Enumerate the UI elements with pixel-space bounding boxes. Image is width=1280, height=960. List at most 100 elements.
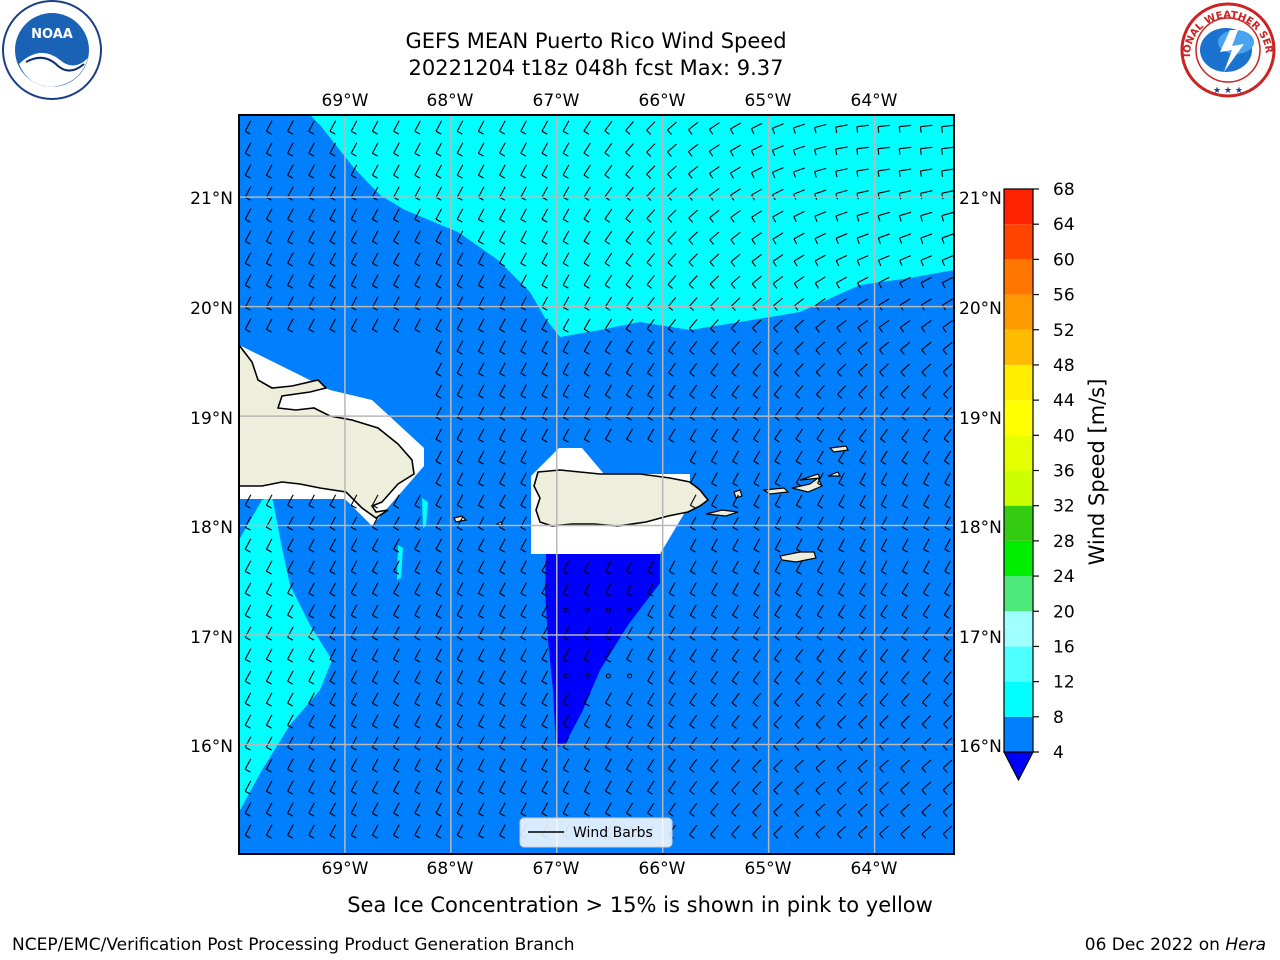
- colorbar-band: [1004, 505, 1033, 541]
- wind-barb: [520, 560, 527, 575]
- wind-barb: [477, 736, 485, 751]
- wind-barb: [731, 341, 740, 355]
- wind-barb: [605, 560, 612, 575]
- wind-barb: [646, 231, 656, 245]
- wind-barb: [456, 208, 464, 223]
- wind-barb: [689, 472, 697, 487]
- wind-barb: [646, 209, 656, 223]
- wind-barb: [583, 692, 591, 707]
- wind-barb: [435, 252, 443, 267]
- wind-barb: [900, 759, 911, 773]
- wind-barb: [329, 692, 337, 707]
- wind-barb: [709, 275, 720, 289]
- wind-barb: [477, 670, 485, 685]
- wind-barb: [711, 538, 718, 553]
- wind-barb: [541, 318, 549, 333]
- wind-barb: [942, 781, 953, 795]
- wind-barb: [859, 582, 867, 597]
- wind-barb: [753, 560, 761, 575]
- wind-barb: [923, 538, 930, 553]
- wind-barb: [308, 120, 315, 135]
- wind-barb: [371, 648, 379, 663]
- wind-barb: [605, 758, 612, 773]
- lon-label: 67°W: [533, 91, 580, 111]
- wind-barb: [900, 671, 910, 685]
- colorbar-tick-label: 36: [1053, 462, 1075, 482]
- wind-barb: [477, 450, 485, 465]
- wind-barb: [477, 494, 485, 509]
- wind-barb: [350, 538, 358, 553]
- wind-barb: [371, 296, 379, 311]
- wind-barb: [859, 494, 867, 509]
- wind-barb: [350, 648, 358, 663]
- wind-barb: [371, 560, 379, 575]
- wind-barb: [858, 385, 868, 399]
- wind-barb: [435, 230, 443, 245]
- wind-barb: [793, 232, 805, 245]
- wind-barb: [753, 472, 761, 487]
- wind-barb: [541, 736, 549, 751]
- wind-barb: [477, 362, 485, 377]
- wind-band-below-4: [545, 554, 660, 748]
- wind-barb: [838, 582, 846, 597]
- wind-barb: [647, 428, 655, 443]
- wind-barb: [393, 164, 400, 179]
- wind-barb: [477, 824, 485, 839]
- wind-barb: [919, 146, 933, 155]
- wind-barb: [499, 692, 506, 707]
- wind-barb: [562, 582, 570, 597]
- wind-barb: [626, 692, 634, 707]
- wind-barb: [350, 120, 358, 135]
- wind-barb: [836, 363, 847, 377]
- wind-barb: [393, 758, 400, 773]
- wind-barb: [752, 692, 761, 707]
- wind-barb: [836, 781, 847, 795]
- wind-barb: [647, 670, 655, 685]
- wind-barb: [668, 604, 676, 619]
- wind-barb: [732, 494, 739, 509]
- wind-barb: [308, 824, 315, 839]
- wind-barb: [647, 648, 655, 663]
- wind-barb: [350, 318, 358, 333]
- wind-barb: [815, 341, 826, 355]
- wind-barb: [414, 560, 421, 575]
- wind-barb: [772, 275, 784, 289]
- wind-barb: [308, 274, 315, 289]
- wind-barb: [752, 384, 761, 399]
- wind-barb: [520, 736, 527, 751]
- wind-barb: [562, 252, 570, 267]
- wind-barb: [942, 759, 953, 773]
- wind-barb: [541, 802, 549, 817]
- wind-barb: [647, 714, 655, 729]
- wind-barb: [901, 450, 909, 465]
- wind-barb: [265, 164, 273, 179]
- wind-barb: [942, 363, 953, 377]
- wind-barb: [499, 494, 506, 509]
- wind-barb: [414, 802, 421, 817]
- wind-barb: [583, 296, 591, 311]
- wind-barb: [837, 385, 847, 399]
- land-puerto-rico: [533, 469, 710, 527]
- wind-barb: [287, 714, 294, 729]
- wind-barb: [562, 340, 570, 355]
- wind-barb: [859, 450, 867, 465]
- wind-barb: [646, 340, 655, 355]
- wind-barb: [244, 208, 252, 223]
- wind-barb: [731, 781, 740, 795]
- colorbar-tick-label: 12: [1053, 673, 1075, 693]
- wind-barb: [563, 673, 569, 679]
- wind-barb: [773, 319, 783, 333]
- wind-barb: [541, 714, 549, 729]
- wind-barb: [837, 428, 846, 443]
- wind-barb: [520, 472, 527, 487]
- wind-barb: [435, 296, 443, 311]
- wind-barb: [731, 384, 740, 399]
- wind-barb: [858, 407, 868, 421]
- wind-barb: [583, 208, 591, 223]
- wind-barb: [668, 362, 676, 377]
- wind-barb: [520, 802, 527, 817]
- lon-labels-top: 69°W 68°W 67°W 66°W 65°W 64°W: [322, 91, 898, 111]
- wind-barb: [647, 780, 655, 795]
- wind-barb: [520, 780, 527, 795]
- wind-barb: [710, 450, 718, 465]
